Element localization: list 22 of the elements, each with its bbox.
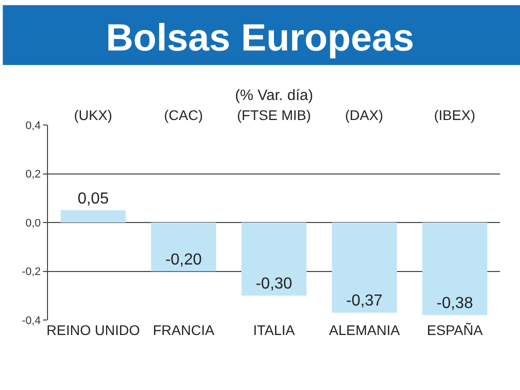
text: (IBEX) [434,107,476,123]
x-tick-label: REINO UNIDO [46,322,140,338]
y-tick-label: 0,0 [26,217,41,230]
data-label: -0,37 [346,292,383,310]
y-tick-label: -0,4 [22,314,41,327]
chart-title: Bolsas Europeas [106,17,414,60]
data-label: -0,38 [436,295,474,312]
y-tick-label: 0,2 [26,168,41,181]
data-label: -0,30 [256,276,292,293]
text: (FTSE MIB) [237,107,311,123]
x-tick-label: ITALIA [253,322,296,338]
text: (CAC) [164,107,203,123]
y-tick-label: 0,4 [26,120,41,132]
x-tick-label: ESPAÑA [426,322,484,338]
text: (DAX) [345,107,384,123]
x-tick-label: FRANCIA [152,322,215,338]
data-label: -0,20 [165,251,202,268]
y-tick-label: -0,2 [22,266,41,278]
chart-subtitle: (% Var. día) [235,87,314,104]
x-tick-label: ALEMANIA [328,322,400,338]
data-label: 0,05 [78,190,109,208]
text: (UKX) [74,107,112,123]
